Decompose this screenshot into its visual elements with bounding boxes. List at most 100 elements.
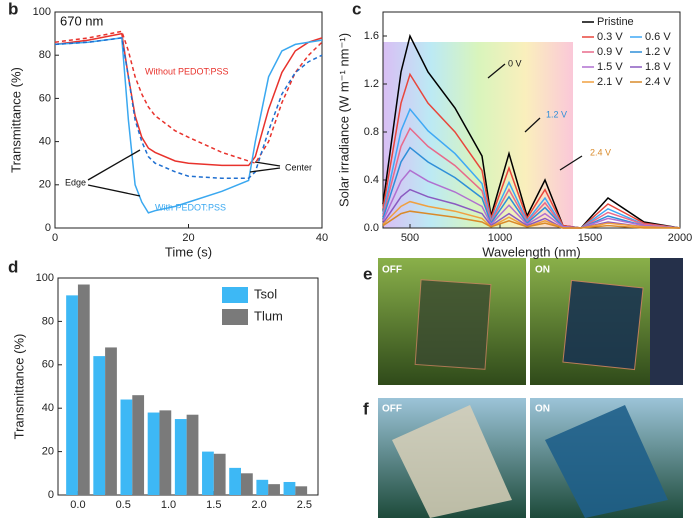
photo-tag: ON [535, 265, 550, 276]
spectrum-background [383, 42, 573, 228]
y-tick-label: 0 [48, 489, 54, 501]
x-tick-label: 0.0 [70, 499, 85, 511]
arrow [559, 155, 583, 171]
bar [174, 419, 187, 495]
legend-label: Tlum [254, 308, 283, 323]
bar [295, 486, 308, 495]
series-line [54, 37, 323, 214]
y-tick-label: 0.8 [364, 126, 379, 138]
legend-label: Pristine [597, 16, 634, 28]
bar [186, 414, 199, 495]
series-line [382, 146, 681, 229]
bar [132, 395, 145, 495]
bar [93, 356, 106, 495]
bar [268, 484, 280, 495]
y-tick-label: 80 [42, 315, 54, 327]
arrow [254, 161, 281, 167]
photo-f [378, 398, 683, 518]
photo-e [378, 258, 683, 385]
arrow [87, 149, 141, 181]
arrow [249, 167, 281, 173]
x-tick-label: 1.0 [161, 499, 176, 511]
y-tick-label: 20 [42, 446, 54, 458]
panel-label: f [363, 399, 369, 418]
panel-label: b [8, 0, 18, 18]
series-line [54, 30, 323, 165]
panel-label: d [8, 257, 18, 276]
y-axis-label: Transmittance (%) [11, 334, 26, 440]
series-line [382, 33, 681, 229]
legend-label: 2.1 V [597, 76, 623, 88]
legend-label: 1.5 V [597, 61, 623, 73]
bar [202, 451, 214, 495]
bar [105, 347, 117, 495]
legend-label: Tsol [254, 286, 277, 301]
x-tick-label: 0.5 [116, 499, 131, 511]
y-tick-label: 100 [33, 6, 51, 18]
y-tick-label: 100 [36, 272, 54, 284]
y-tick-label: 0.0 [364, 222, 379, 234]
y-tick-label: 20 [39, 179, 51, 191]
y-axis-label: Transmittance (%) [8, 67, 23, 173]
arrow [87, 184, 141, 197]
x-tick-label: 500 [401, 232, 419, 244]
x-axis-label: Wavelength (nm) [482, 244, 581, 259]
series-line [382, 200, 681, 229]
photo-tag: ON [535, 404, 550, 415]
arrow [524, 117, 541, 133]
annotation: With PEDOT:PSS [155, 202, 226, 212]
panel-label: e [363, 264, 372, 283]
y-tick-label: 40 [42, 402, 54, 414]
legend-label: 2.4 V [645, 76, 671, 88]
y-tick-label: 60 [39, 92, 51, 104]
series-line [382, 107, 681, 229]
photo-tag: OFF [382, 265, 402, 276]
x-tick-label: 1.5 [206, 499, 221, 511]
y-tick-label: 0 [45, 222, 51, 234]
x-axis-label: Time (s) [165, 244, 212, 259]
legend-label: 1.2 V [645, 46, 671, 58]
series-line [382, 210, 680, 229]
bar [240, 473, 253, 495]
series-line [54, 32, 323, 167]
series-line [382, 169, 681, 229]
annotation: 0 V [508, 58, 522, 68]
bar [66, 295, 78, 495]
arrow [487, 63, 506, 79]
y-axis-label: Solar irradiance (W m⁻¹ nm⁻¹) [336, 33, 351, 207]
panel-label: c [352, 0, 361, 18]
y-tick-label: 0.4 [364, 174, 379, 186]
bar [77, 284, 90, 495]
plot-frame [54, 11, 323, 229]
x-tick-label: 40 [316, 232, 328, 244]
y-tick-label: 1.6 [364, 30, 379, 42]
x-tick-label: 20 [182, 232, 194, 244]
legend-swatch [222, 309, 248, 325]
annotation: Center [285, 162, 312, 172]
bar [256, 479, 269, 495]
annotation: Without PEDOT:PSS [145, 66, 229, 76]
annotation: 670 nm [60, 13, 103, 28]
x-tick-label: 2.0 [251, 499, 266, 511]
series-line [382, 127, 681, 229]
legend-label: 0.9 V [597, 46, 623, 58]
x-tick-label: 1500 [578, 232, 602, 244]
y-tick-label: 80 [39, 49, 51, 61]
bar [159, 410, 172, 495]
x-tick-label: 1000 [488, 232, 512, 244]
bar [213, 453, 226, 495]
bar [120, 399, 133, 495]
x-tick-label: 2000 [668, 232, 692, 244]
y-tick-label: 40 [39, 136, 51, 148]
annotation: 2.4 V [590, 147, 611, 157]
plot-frame [382, 11, 681, 229]
photo-tag: OFF [382, 404, 402, 415]
y-tick-label: 60 [42, 359, 54, 371]
y-tick-label: 1.2 [364, 78, 379, 90]
series-line [382, 188, 681, 229]
annotation: 1.2 V [546, 109, 567, 119]
legend-label: 1.8 V [645, 61, 671, 73]
x-tick-label: 0 [52, 232, 58, 244]
legend-label: 0.6 V [645, 31, 671, 43]
